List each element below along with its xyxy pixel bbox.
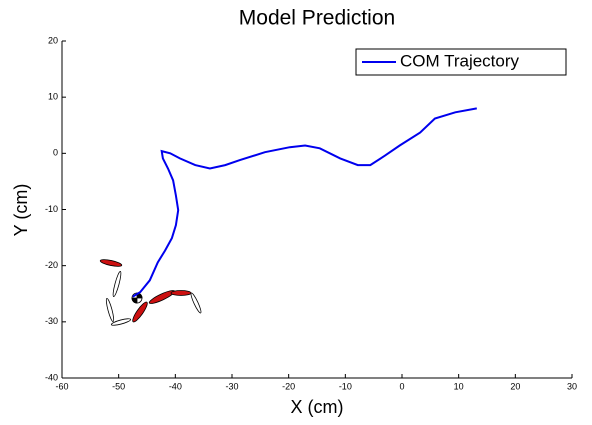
- y-tick-label: 20: [48, 35, 58, 45]
- y-tick-label: 0: [53, 148, 58, 158]
- robot-figure: [99, 259, 202, 326]
- chart-title: Model Prediction: [239, 7, 395, 30]
- y-tick-label: -30: [45, 316, 58, 326]
- x-tick-label: 30: [567, 381, 577, 391]
- y-tick-label: -10: [45, 204, 58, 214]
- x-tick-label: 20: [510, 381, 520, 391]
- y-tick-label: 10: [48, 92, 58, 102]
- x-tick-label: -60: [55, 381, 68, 391]
- y-tick-label: -20: [45, 260, 58, 270]
- x-tick-label: -30: [225, 381, 238, 391]
- x-tick-label: 0: [399, 381, 404, 391]
- y-tick-label: -40: [45, 372, 58, 382]
- legend-label: COM Trajectory: [400, 51, 520, 70]
- trajectory-line: [132, 107, 477, 298]
- y-axis-label: Y (cm): [11, 184, 31, 237]
- x-tick-label: -50: [112, 381, 125, 391]
- x-axis-label: X (cm): [291, 397, 344, 417]
- x-tick-label: -20: [282, 381, 295, 391]
- x-tick-label: -40: [169, 381, 182, 391]
- x-tick-label: 10: [454, 381, 464, 391]
- x-tick-label: -10: [339, 381, 352, 391]
